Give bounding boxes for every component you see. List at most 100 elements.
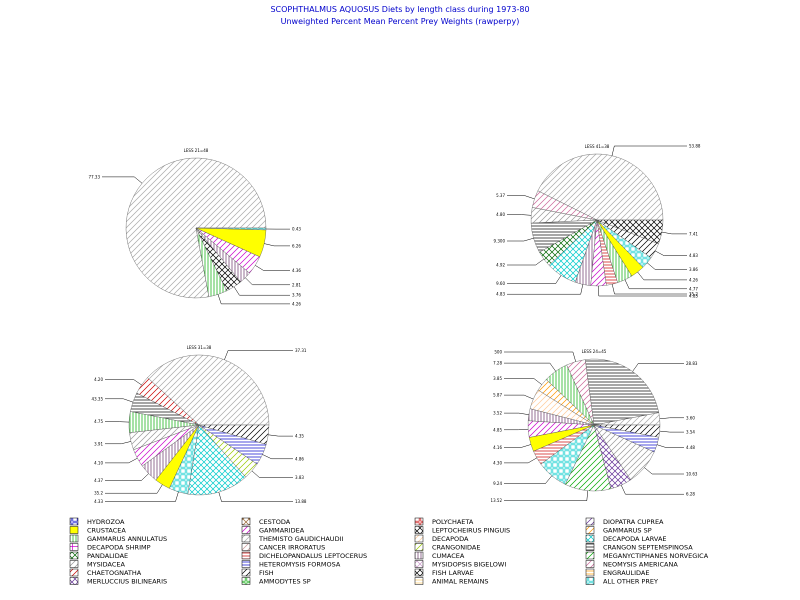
- pie-2-leader-2: [507, 214, 532, 216]
- legend-swatch-crangon-septemspinosa: [585, 543, 595, 551]
- legend-swatch-chaetognatha: [69, 568, 79, 577]
- pie-group: LESS 21=4877.334.263.762.814.366.260.43L…: [89, 143, 701, 504]
- legend-swatch-cancer-irroratus: [241, 543, 251, 551]
- legend-label-cumacea: CUMACEA: [432, 552, 465, 560]
- pie-1-leader-1: [217, 294, 290, 305]
- pie-1-leader-2: [233, 286, 290, 296]
- pie-3-leader-1: [105, 379, 142, 386]
- pie-2-value-6: 4.83: [496, 292, 505, 297]
- legend-swatch-fish-larvae: [414, 568, 424, 577]
- pie-1-value-0: 77.33: [89, 174, 101, 179]
- legend-swatch-cumacea: [414, 551, 424, 560]
- pie-4: LESS 24=45 3.60 28.83 500 7.28 3.85 5.87 3.52 4.…: [491, 349, 698, 503]
- legend-item-crangonidae: CRANGONIDAE: [414, 543, 480, 552]
- legend-label-all-other-prey: ALL OTHER PREY: [603, 578, 658, 586]
- legend-label-meganyctiphanes-norvegica: MEGANYCTIPHANES NORVEGICA: [603, 552, 709, 560]
- pie-4-leader-2: [504, 351, 576, 362]
- legend-label-ammodytes-sp: AMMODYTES SP: [259, 578, 311, 586]
- legend-item-heteromysis-formosa: HETEROMYSIS FORMOSA: [241, 560, 341, 569]
- legend-swatch-pandalidae: [69, 551, 79, 560]
- legend-swatch-leptocheirus-pinguis: [414, 526, 424, 534]
- pie-3-leader-4: [105, 441, 132, 445]
- legend-item-diopatra-cuprea: DIOPATRA CUPREA: [585, 517, 664, 526]
- legend-item-pandalidae: PANDALIDAE: [69, 551, 128, 560]
- legend-item-decapoda-shrimp: DECAPODA SHRIMP: [69, 543, 151, 552]
- pie-1-leader-0: [102, 176, 143, 184]
- pie-3-leader-7: [105, 484, 163, 494]
- legend-swatch-ammodytes-sp: [241, 577, 251, 585]
- legend-label-crangon-septemspinosa: CRANGON SEPTEMSPINOSA: [603, 544, 693, 552]
- legend-label-animal-remains: ANIMAL REMAINS: [432, 578, 489, 586]
- legend-label-diopatra-cuprea: DIOPATRA CUPREA: [603, 518, 664, 526]
- legend-item-engraulidae: ENGRAULIDAE: [585, 568, 649, 577]
- pie-3-value-5: 4.10: [94, 460, 103, 465]
- legend-label-decapoda-shrimp: DECAPODA SHRIMP: [87, 544, 151, 552]
- pie-3-leader-0: [224, 350, 293, 360]
- legend-item-gammaridea: GAMMARIDEA: [241, 526, 305, 535]
- legend-item-polychaeta: POLYCHAETA: [414, 517, 474, 526]
- pie-4-label: LESS 24=45: [582, 349, 607, 354]
- legend-swatch-heteromysis-formosa: [241, 560, 251, 568]
- legend-label-hydrozoa: HYDROZOA: [87, 518, 125, 526]
- legend-label-crustacea: CRUSTACEA: [87, 527, 126, 535]
- legend-item-cancer-irroratus: CANCER IRRORATUS: [241, 543, 325, 552]
- pie-1-leader-4: [255, 265, 290, 271]
- legend-swatch-animal-remains: [414, 577, 424, 585]
- legend-label-gammarus-sp: GAMMARUS SP: [603, 527, 652, 535]
- pie-3-value-9: 13.88: [295, 499, 307, 504]
- pie-4-value-2: 500: [494, 349, 502, 354]
- pie-2-value-13: 7.41: [689, 231, 698, 236]
- legend-label-merluccius-bilinearis: MERLUCCIUS BILINEARIS: [87, 578, 167, 586]
- legend-item-mysidopsis-bigelowi: MYSIDOPSIS BIGELOWI: [414, 560, 506, 569]
- pie-2-leader-7: [598, 285, 687, 297]
- legend-label-decapoda: DECAPODA: [432, 535, 469, 543]
- pie-2-leader-10: [637, 271, 687, 281]
- legend-swatch-dichelopandalus-leptocerus: [241, 551, 251, 560]
- pie-2-value-3: 9.300: [494, 238, 506, 243]
- pie-3-value-1: 4.20: [94, 377, 103, 382]
- legend-label-engraulidae: ENGRAULIDAE: [603, 569, 649, 577]
- legend-item-leptocheirus-pinguis: LEPTOCHEIRUS PINGUIS: [414, 526, 510, 535]
- legend-item-neomysis-americana: NEOMYSIS AMERICANA: [585, 560, 678, 569]
- pie-4-value-9: 4.30: [493, 460, 502, 465]
- pie-2-leader-1: [507, 195, 535, 200]
- pie-3-leader-5: [105, 457, 138, 464]
- pie-4-leader-7: [504, 428, 529, 431]
- pie-1-value-5: 6.26: [292, 243, 301, 248]
- pie-2-value-1: 5.37: [496, 193, 505, 198]
- pie-3-value-3: 4.75: [94, 419, 103, 424]
- legend-item-fish-larvae: FISH LARVAE: [414, 568, 474, 577]
- legend-item-crustacea: CRUSTACEA: [69, 526, 126, 535]
- pie-4-leader-9: [504, 457, 537, 464]
- pie-3-leader-10: [251, 470, 293, 478]
- pie-2-value-5: 9.60: [496, 281, 505, 286]
- pie-4-leader-8: [504, 444, 531, 448]
- pie-1-value-2: 3.76: [292, 293, 301, 298]
- legend-item-decapoda-larvae: DECAPODA LARVAE: [585, 534, 667, 543]
- pie-3-slice-decapoda-larvae: [187, 424, 247, 496]
- legend-label-gammarus-annulatus: GAMMARUS ANNULATUS: [87, 535, 167, 543]
- pie-4-value-10: 9.24: [493, 481, 502, 486]
- legend-label-chaetognatha: CHAETOGNATHA: [87, 569, 142, 577]
- legend-item-hydrozoa: HYDROZOA: [69, 517, 125, 526]
- legend-item-merluccius-bilinearis: MERLUCCIUS BILINEARIS: [69, 577, 167, 586]
- legend-swatch-mysidacea: [69, 560, 79, 568]
- pie-4-leader-15: [659, 430, 684, 433]
- legend-swatch-diopatra-cuprea: [585, 517, 595, 526]
- pie-3-value-6: 4.37: [94, 478, 103, 483]
- pie-4-leader-10: [504, 475, 552, 484]
- legend-swatch-crustacea: [69, 526, 79, 534]
- legend-swatch-polychaeta: [414, 517, 424, 526]
- legend-swatch-decapoda-shrimp: [69, 543, 79, 551]
- legend-label-mysidacea: MYSIDACEA: [87, 561, 125, 569]
- pie-2-leader-12: [655, 250, 687, 256]
- legend-label-mysidopsis-bigelowi: MYSIDOPSIS BIGELOWI: [432, 561, 506, 569]
- pie-3-slice-themisto-gaudichaudii: [147, 354, 270, 426]
- legend-item-mysidacea: MYSIDACEA: [69, 560, 125, 569]
- legend-item-crangon-septemspinosa: CRANGON SEPTEMSPINOSA: [585, 543, 693, 552]
- pie-4-value-1: 28.83: [686, 361, 698, 366]
- pie-1-value-6: 0.43: [292, 227, 301, 232]
- pie-4-leader-0: [659, 417, 684, 420]
- legend-item-all-other-prey: ALL OTHER PREY: [585, 577, 658, 586]
- legend-label-heteromysis-formosa: HETEROMYSIS FORMOSA: [259, 561, 341, 569]
